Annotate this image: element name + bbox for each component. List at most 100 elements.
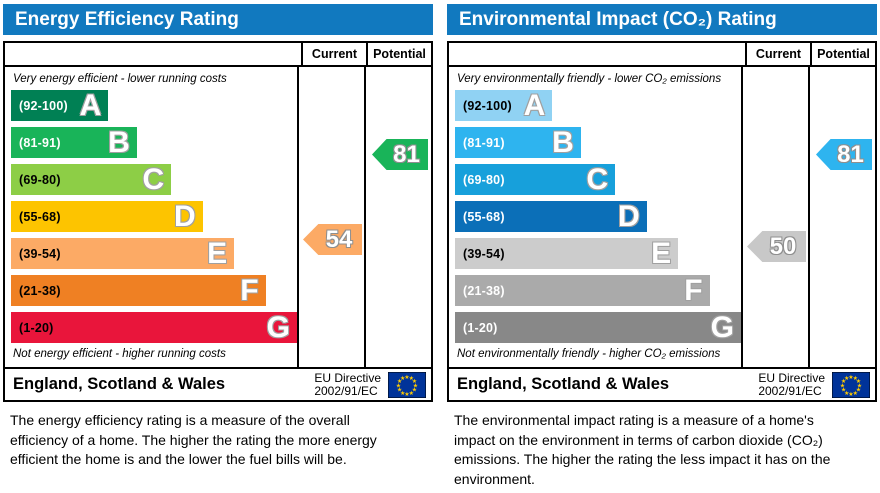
eu-directive-label: EU Directive 2002/91/EC bbox=[758, 370, 825, 398]
band-row-d: (55-68) D bbox=[11, 201, 203, 232]
svg-text:★: ★ bbox=[853, 375, 858, 382]
band-list: (92-100) A (81-91) B (69-80) C (55-68) D bbox=[11, 90, 297, 349]
band-letter: D bbox=[617, 200, 640, 233]
band-row-f: (21-38) F bbox=[11, 275, 266, 306]
band-row-e: (39-54) E bbox=[11, 237, 235, 270]
eu-directive-line2: 2002/91/EC bbox=[314, 383, 378, 398]
band-range-label: (69-80) bbox=[19, 172, 61, 187]
environmental-rating-description: The environmental impact rating is a mea… bbox=[454, 412, 831, 487]
eu-flag-icon: ★★★ ★★★ ★★★ ★★★ bbox=[832, 371, 870, 398]
potential-rating-arrow: 81 bbox=[816, 139, 872, 170]
svg-text:★: ★ bbox=[412, 386, 417, 393]
current-rating-arrow: 50 bbox=[747, 231, 806, 262]
band-letter: F bbox=[684, 274, 703, 307]
band-range-label: (92-100) bbox=[463, 98, 512, 113]
svg-text:★: ★ bbox=[856, 386, 861, 393]
bottom-caption: Not environmentally friendly - higher CO… bbox=[457, 348, 721, 360]
column-divider bbox=[808, 67, 810, 367]
potential-rating-value: 81 bbox=[837, 140, 864, 168]
environmental-impact-panel: Environmental Impact (CO₂) Rating Curren… bbox=[447, 4, 877, 489]
svg-text:★: ★ bbox=[848, 391, 853, 398]
svg-text:★: ★ bbox=[397, 386, 402, 393]
svg-text:★: ★ bbox=[844, 389, 849, 396]
band-row-g: (1-20) G bbox=[455, 312, 741, 343]
svg-text:★: ★ bbox=[396, 382, 401, 389]
svg-text:★: ★ bbox=[848, 374, 853, 381]
region-label: England, Scotland & Wales bbox=[457, 375, 670, 393]
band-range-label: (92-100) bbox=[19, 98, 68, 113]
eu-directive-label: EU Directive 2002/91/EC bbox=[314, 371, 381, 398]
svg-text:★: ★ bbox=[841, 378, 846, 385]
potential-column-header: Potential bbox=[810, 43, 875, 65]
current-rating-value: 50 bbox=[769, 232, 797, 260]
band-range-label: (55-68) bbox=[463, 209, 505, 224]
svg-text:★: ★ bbox=[840, 382, 845, 389]
eu-directive-line2: 2002/91/EC bbox=[758, 383, 822, 398]
panel-title: Environmental Impact (CO₂) Rating bbox=[447, 4, 877, 35]
band-row-e: (39-54) E bbox=[455, 237, 679, 270]
panel-title: Energy Efficiency Rating bbox=[3, 4, 433, 35]
bottom-caption: Not energy efficient - higher running co… bbox=[13, 348, 226, 360]
header-spacer bbox=[449, 43, 745, 65]
current-rating-value: 54 bbox=[325, 225, 353, 253]
band-letter: G bbox=[266, 311, 290, 344]
band-range-label: (1-20) bbox=[19, 320, 54, 335]
band-letter: C bbox=[586, 163, 609, 196]
current-column-header: Current bbox=[745, 43, 810, 65]
band-list: (92-100) A (81-91) B (69-80) C (55-68) D bbox=[455, 90, 741, 349]
current-column-header: Current bbox=[301, 43, 366, 65]
table-footer-row: England, Scotland & Wales EU Directive 2… bbox=[449, 367, 875, 400]
potential-rating-value: 81 bbox=[393, 140, 420, 168]
header-spacer bbox=[5, 43, 301, 65]
svg-text:★: ★ bbox=[844, 375, 849, 382]
band-range-label: (39-54) bbox=[463, 246, 505, 261]
band-letter: E bbox=[207, 237, 228, 270]
region-label: England, Scotland & Wales bbox=[13, 375, 226, 393]
energy-rating-table: Current Potential Very energy efficient … bbox=[3, 41, 433, 402]
band-row-b: (81-91) B bbox=[11, 127, 137, 158]
svg-text:★: ★ bbox=[409, 375, 414, 382]
table-header-row: Current Potential bbox=[449, 43, 875, 67]
svg-text:★: ★ bbox=[412, 378, 417, 385]
band-letter: C bbox=[142, 163, 165, 196]
column-divider bbox=[741, 67, 743, 367]
band-letter: A bbox=[79, 89, 102, 122]
svg-text:★: ★ bbox=[400, 375, 405, 382]
band-letter: D bbox=[173, 200, 196, 233]
eu-directive-line1: EU Directive bbox=[758, 370, 825, 385]
band-row-c: (69-80) C bbox=[455, 163, 616, 196]
band-letter: B bbox=[552, 126, 574, 159]
band-letter: F bbox=[240, 274, 259, 307]
energy-efficiency-panel: Energy Efficiency Rating Current Potenti… bbox=[3, 4, 433, 489]
band-range-label: (39-54) bbox=[19, 246, 61, 261]
band-row-a: (92-100) A bbox=[455, 90, 553, 121]
band-letter: B bbox=[108, 126, 130, 159]
band-row-c: (69-80) C bbox=[11, 163, 172, 196]
svg-text:★: ★ bbox=[400, 389, 405, 396]
rating-chart-body: Very environmentally friendly - lower CO… bbox=[449, 67, 875, 367]
svg-text:★: ★ bbox=[404, 374, 409, 381]
band-row-f: (21-38) F bbox=[455, 275, 710, 306]
potential-column-header: Potential bbox=[366, 43, 431, 65]
band-range-label: (81-91) bbox=[19, 135, 61, 150]
band-range-label: (1-20) bbox=[463, 320, 498, 335]
svg-text:★: ★ bbox=[409, 389, 414, 396]
band-letter: E bbox=[651, 237, 672, 270]
table-footer-row: England, Scotland & Wales EU Directive 2… bbox=[5, 367, 431, 400]
column-divider bbox=[364, 67, 366, 367]
column-divider bbox=[297, 67, 299, 367]
band-row-g: (1-20) G bbox=[11, 312, 297, 343]
rating-chart-body: Very energy efficient - lower running co… bbox=[5, 67, 431, 367]
band-range-label: (21-38) bbox=[19, 283, 61, 298]
svg-text:★: ★ bbox=[857, 382, 862, 389]
band-range-label: (21-38) bbox=[463, 283, 505, 298]
top-caption: Very energy efficient - lower running co… bbox=[13, 73, 227, 85]
svg-text:★: ★ bbox=[841, 386, 846, 393]
band-range-label: (55-68) bbox=[19, 209, 61, 224]
potential-rating-arrow: 81 bbox=[372, 139, 428, 170]
svg-text:★: ★ bbox=[856, 378, 861, 385]
band-range-label: (81-91) bbox=[463, 135, 505, 150]
band-letter: G bbox=[710, 311, 734, 344]
band-row-b: (81-91) B bbox=[455, 127, 581, 158]
